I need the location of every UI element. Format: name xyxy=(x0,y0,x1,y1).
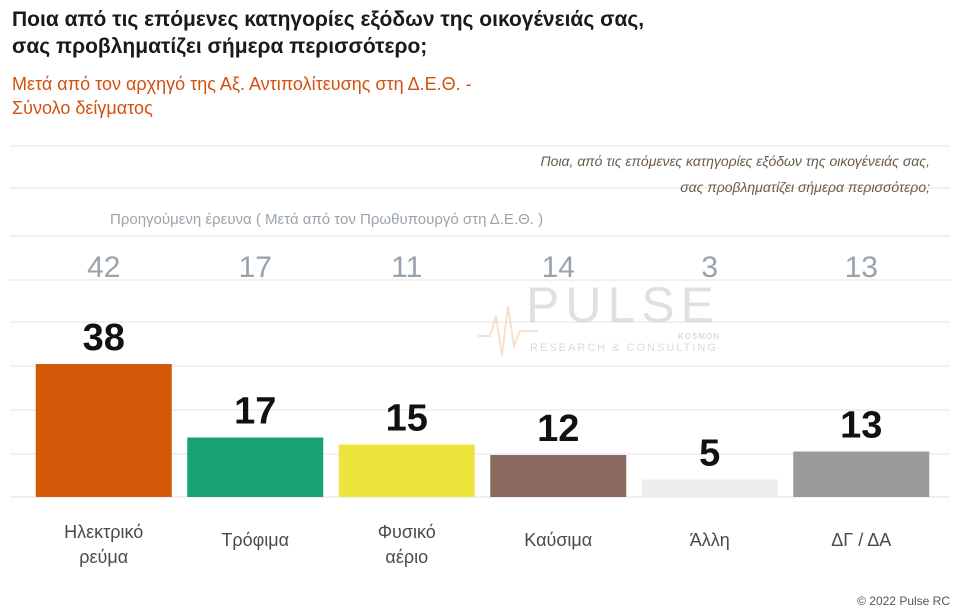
previous-value-label: 11 xyxy=(391,251,422,284)
value-label: 17 xyxy=(234,391,276,433)
chart-title-line-1: Ποια από τις επόμενες κατηγορίες εξόδων … xyxy=(12,8,645,31)
question-line-1: Ποια, από τις επόμενες κατηγορίες εξόδων… xyxy=(540,153,930,169)
bar-5 xyxy=(641,479,778,497)
watermark-subtext: RESEARCH & CONSULTING xyxy=(530,342,718,354)
question-text: Ποια, από τις επόμενες κατηγορίες εξόδων… xyxy=(310,148,930,200)
bar-4 xyxy=(490,455,627,497)
pulse-watermark-logo: PULSE KOSMON RESEARCH & CONSULTING xyxy=(478,276,728,366)
bar-1 xyxy=(35,364,172,497)
previous-value-label: 3 xyxy=(701,251,718,284)
category-label: αέριο xyxy=(385,547,428,567)
previous-value-label: 13 xyxy=(845,251,878,284)
value-label: 5 xyxy=(699,433,720,475)
chart-title-line-2: σας προβληματίζει σήμερα περισσότερο; xyxy=(12,35,428,58)
chart-title: Ποια από τις επόμενες κατηγορίες εξόδων … xyxy=(12,6,912,60)
previous-value-label: 14 xyxy=(542,251,575,284)
chart-subtitle: Μετά από τον αρχηγό της Αξ. Αντιπολίτευσ… xyxy=(12,72,912,120)
value-label: 15 xyxy=(386,398,428,440)
value-label: 13 xyxy=(840,405,882,447)
category-label: Καύσιμα xyxy=(524,530,592,550)
category-label: Φυσικό xyxy=(378,522,436,542)
previous-survey-label: Προηγούμενη έρευνα ( Μετά από τον Πρωθυπ… xyxy=(110,211,544,228)
previous-value-label: 17 xyxy=(239,251,272,284)
question-line-2: σας προβληματίζει σήμερα περισσότερο; xyxy=(680,179,930,195)
category-label: Τρόφιμα xyxy=(221,530,289,550)
previous-value-label: 42 xyxy=(87,251,120,284)
watermark-kosmon: KOSMON xyxy=(678,332,720,341)
chart-subtitle-line-2: Σύνολο δείγματος xyxy=(12,98,153,118)
value-label: 12 xyxy=(537,408,579,450)
category-label: Άλλη xyxy=(690,530,730,550)
bar-6 xyxy=(793,451,930,497)
copyright-notice: © 2022 Pulse RC xyxy=(857,594,950,608)
category-label: Ηλεκτρικό xyxy=(64,522,143,542)
category-label: ΔΓ / ΔΑ xyxy=(831,530,891,550)
watermark-word: PULSE xyxy=(526,277,720,333)
bar-3 xyxy=(338,444,475,497)
bar-2 xyxy=(187,437,324,497)
category-label: ρεύμα xyxy=(79,547,128,567)
pulse-wave-icon xyxy=(478,305,538,357)
chart-subtitle-line-1: Μετά από τον αρχηγό της Αξ. Αντιπολίτευσ… xyxy=(12,74,472,94)
value-label: 38 xyxy=(83,317,125,359)
